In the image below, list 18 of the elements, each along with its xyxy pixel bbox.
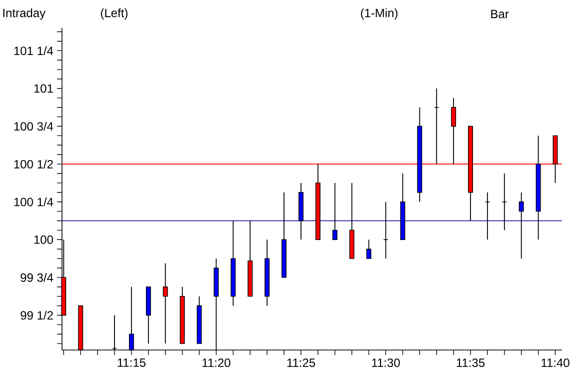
text: (1-Min) bbox=[360, 8, 398, 20]
x-tick-label: 11:25 bbox=[287, 358, 316, 368]
y-tick-label: 99 3/4 bbox=[20, 273, 54, 282]
chart-title: Intraday bbox=[3, 8, 46, 20]
x-tick-label: 11:20 bbox=[202, 358, 230, 368]
y-tick-label: 100 1/4 bbox=[14, 197, 54, 206]
x-tick-label: 11:15 bbox=[118, 358, 146, 367]
x-tick-label: 11:40 bbox=[542, 358, 570, 368]
x-tick-label: 11:30 bbox=[372, 358, 400, 368]
text: Bar bbox=[491, 10, 509, 18]
y-tick-label: 100 3/4 bbox=[14, 122, 54, 131]
y-tick-label: 101 bbox=[34, 84, 53, 93]
y-tick-label: 100 1/2 bbox=[14, 160, 53, 168]
text: (Left) bbox=[100, 8, 128, 20]
x-tick-label: 11:35 bbox=[456, 358, 485, 368]
y-tick-label: 101 1/4 bbox=[14, 46, 54, 56]
y-tick-label: 100 bbox=[34, 235, 54, 244]
y-tick-label: 99 1/2 bbox=[20, 310, 53, 320]
